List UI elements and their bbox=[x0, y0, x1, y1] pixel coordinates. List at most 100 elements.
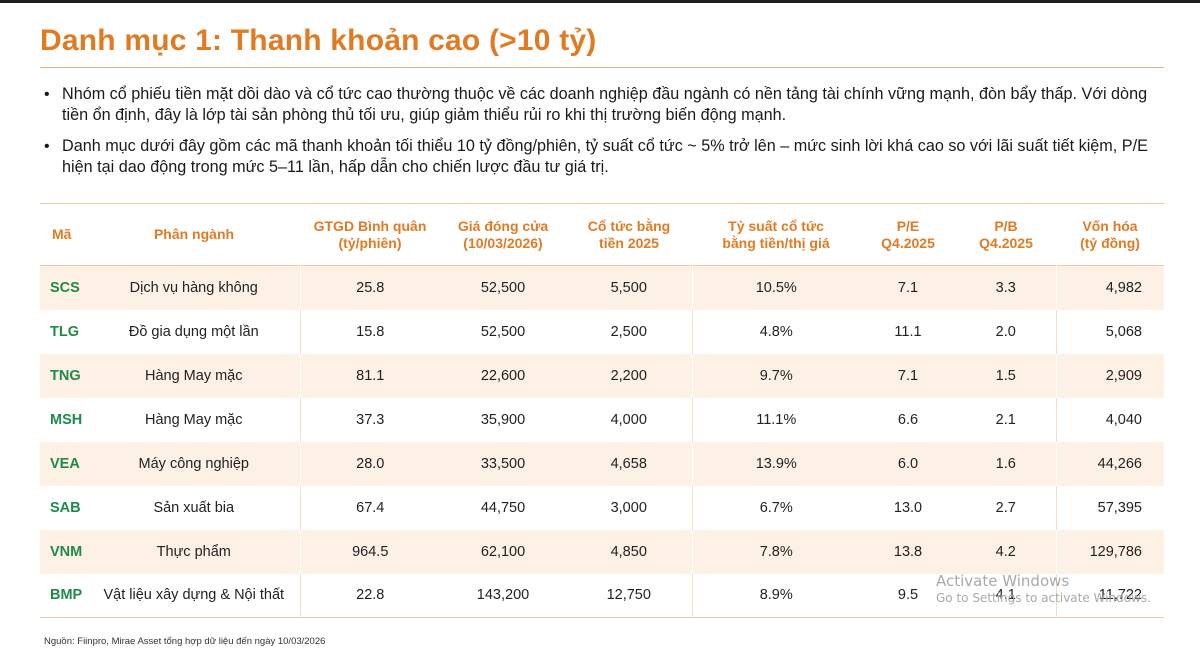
cell-von-hoa: 4,982 bbox=[1105, 279, 1142, 296]
bullet-item: Danh mục dưới đây gồm các mã thanh khoản… bbox=[40, 136, 1170, 178]
cell-gia-dong-cua: 52,500 bbox=[480, 323, 526, 340]
cell-gia-dong-cua: 143,200 bbox=[476, 587, 530, 604]
cell-von-hoa: 11,722 bbox=[1098, 587, 1142, 604]
table-row: BMP Vật liệu xây dựng & Nội thất 22.8 143,2… bbox=[40, 573, 1164, 618]
cell-von-hoa: 4,040 bbox=[1105, 411, 1142, 428]
header-gtgd: GTGD Bình quân (tỷ/phiên) bbox=[300, 204, 440, 266]
header-phan-nganh: Phân ngành bbox=[88, 204, 300, 266]
cell-ty-suat: 8.9% bbox=[759, 587, 793, 604]
cell-von-hoa: 5,068 bbox=[1105, 323, 1142, 340]
cell-ma: TNG bbox=[50, 367, 81, 384]
cell-ma: SAB bbox=[50, 499, 81, 516]
cell-co-tuc: 12,750 bbox=[566, 573, 693, 618]
cell-ty-suat: 4.8% bbox=[759, 323, 793, 340]
cell-ty-suat: 9.7% bbox=[759, 367, 793, 384]
header-label: Vốn hóa bbox=[1082, 217, 1138, 234]
cell-co-tuc: 5,500 bbox=[566, 265, 693, 310]
cell-pe: 7.1 bbox=[897, 279, 919, 296]
table-row: TLG Đồ gia dụng một lần 15.8 52,500 2,500 4.8… bbox=[40, 309, 1164, 354]
cell-pb: 4.2 bbox=[956, 529, 1057, 574]
header-sublabel: bằng tiền/thị giá bbox=[722, 234, 830, 251]
cell-gtgd: 37.3 bbox=[356, 411, 385, 428]
cell-phan-nganh: Dịch vụ hàng không bbox=[88, 265, 301, 310]
cell-co-tuc: 4,000 bbox=[566, 397, 693, 442]
cell-co-tuc: 3,000 bbox=[566, 485, 693, 530]
cell-pb: 2.7 bbox=[956, 485, 1057, 530]
header-sublabel: Q4.2025 bbox=[979, 234, 1033, 251]
cell-gtgd: 28.0 bbox=[356, 455, 385, 472]
cell-gia-dong-cua: 52,500 bbox=[480, 279, 526, 296]
cell-pe: 11.1 bbox=[894, 323, 922, 340]
cell-co-tuc: 4,850 bbox=[566, 529, 693, 574]
cell-gtgd: 22.8 bbox=[356, 587, 385, 604]
cell-ma: MSH bbox=[50, 411, 83, 428]
cell-gtgd: 81.1 bbox=[356, 367, 385, 384]
header-sublabel: (tỷ/phiên) bbox=[338, 234, 402, 251]
header-label: Phân ngành bbox=[153, 226, 235, 242]
cell-pe: 6.0 bbox=[897, 455, 919, 472]
cell-pb: 1.5 bbox=[956, 353, 1057, 398]
cell-ma: SCS bbox=[50, 279, 80, 296]
header-ma: Mã bbox=[40, 204, 88, 266]
table-row: VNM Thực phẩm 964.5 62,100 4,850 7.8% 13.8 4.2 1… bbox=[40, 529, 1164, 574]
stock-table: Mã Phân ngành GTGD Bình quân (tỷ/phiên) Giá … bbox=[40, 203, 1164, 618]
header-label: Tỷ suất cổ tức bbox=[728, 217, 824, 234]
cell-phan-nganh: Thực phẩm bbox=[88, 529, 301, 574]
cell-phan-nganh: Hàng May mặc bbox=[88, 353, 301, 398]
cell-ty-suat: 10.5% bbox=[755, 279, 797, 296]
header-label: GTGD Bình quân bbox=[313, 217, 427, 234]
cell-gia-dong-cua: 22,600 bbox=[480, 367, 526, 384]
cell-pb: 2.0 bbox=[956, 309, 1057, 354]
cell-pe: 13.8 bbox=[893, 543, 923, 560]
header-sublabel: (10/03/2026) bbox=[463, 234, 543, 251]
table-row: SAB Sản xuất bia 67.4 44,750 3,000 6.7% 13.0 2.… bbox=[40, 485, 1164, 530]
cell-phan-nganh: Hàng May mặc bbox=[88, 397, 301, 442]
cell-pe: 6.6 bbox=[897, 411, 919, 428]
cell-von-hoa: 129,786 bbox=[1089, 543, 1142, 560]
header-label: Giá đóng cửa bbox=[457, 217, 549, 234]
header-label: P/E bbox=[896, 217, 920, 234]
page-title: Danh mục 1: Thanh khoản cao (>10 tỷ) bbox=[40, 24, 597, 57]
table-header-row: Mã Phân ngành GTGD Bình quân (tỷ/phiên) Giá … bbox=[40, 203, 1164, 266]
cell-phan-nganh: Đồ gia dụng một lần bbox=[88, 309, 301, 354]
cell-ma: BMP bbox=[50, 587, 83, 604]
cell-von-hoa: 2,909 bbox=[1105, 367, 1142, 384]
table-row: SCS Dịch vụ hàng không 25.8 52,500 5,500 10.5… bbox=[40, 265, 1164, 310]
cell-gia-dong-cua: 44,750 bbox=[480, 499, 526, 516]
cell-phan-nganh: Sản xuất bia bbox=[88, 485, 301, 530]
header-sublabel: Q4.2025 bbox=[881, 234, 935, 251]
header-sublabel: tiền 2025 bbox=[599, 234, 659, 251]
header-label: Cổ tức bằng bbox=[587, 217, 671, 234]
header-sublabel: (tỷ đồng) bbox=[1080, 234, 1140, 251]
top-border bbox=[0, 0, 1200, 3]
source-note: Nguồn: Fiinpro, Mirae Asset tổng hợp dữ … bbox=[44, 636, 326, 647]
bullet-item: Nhóm cổ phiếu tiền mặt dồi dào và cổ tức… bbox=[40, 84, 1170, 126]
cell-pe: 9.5 bbox=[897, 587, 919, 604]
table-row: TNG Hàng May mặc 81.1 22,600 2,200 9.7% 7.1 1.5… bbox=[40, 353, 1164, 398]
cell-pb: 1.6 bbox=[956, 441, 1057, 486]
cell-co-tuc: 2,200 bbox=[566, 353, 693, 398]
cell-gtgd: 964.5 bbox=[352, 543, 389, 560]
cell-ma: VEA bbox=[50, 455, 80, 472]
header-pe: P/E Q4.2025 bbox=[860, 204, 956, 266]
cell-gia-dong-cua: 62,100 bbox=[480, 543, 526, 560]
cell-pb: 3.3 bbox=[956, 265, 1057, 310]
cell-pe: 13.0 bbox=[893, 499, 923, 516]
cell-gtgd: 25.8 bbox=[356, 279, 385, 296]
header-label: P/B bbox=[994, 217, 1018, 234]
header-pb: P/B Q4.2025 bbox=[956, 204, 1056, 266]
bullet-list: Nhóm cổ phiếu tiền mặt dồi dào và cổ tức… bbox=[40, 84, 1170, 188]
cell-gia-dong-cua: 33,500 bbox=[480, 455, 526, 472]
cell-gtgd: 67.4 bbox=[356, 499, 385, 516]
cell-pb: 4.1 bbox=[956, 573, 1057, 618]
header-von-hoa: Vốn hóa (tỷ đồng) bbox=[1056, 204, 1164, 266]
cell-ma: VNM bbox=[50, 543, 83, 560]
cell-phan-nganh: Vật liệu xây dựng & Nội thất bbox=[88, 573, 301, 618]
cell-ty-suat: 6.7% bbox=[759, 499, 793, 516]
title-underline bbox=[40, 67, 1164, 68]
cell-ty-suat: 7.8% bbox=[759, 543, 793, 560]
cell-phan-nganh: Máy công nghiệp bbox=[88, 441, 301, 486]
table-body: SCS Dịch vụ hàng không 25.8 52,500 5,500 10.5… bbox=[40, 265, 1164, 618]
table-row: MSH Hàng May mặc 37.3 35,900 4,000 11.1% 6.6 2.… bbox=[40, 397, 1164, 442]
table-row: VEA Máy công nghiệp 28.0 33,500 4,658 13.9% 6.… bbox=[40, 441, 1164, 486]
